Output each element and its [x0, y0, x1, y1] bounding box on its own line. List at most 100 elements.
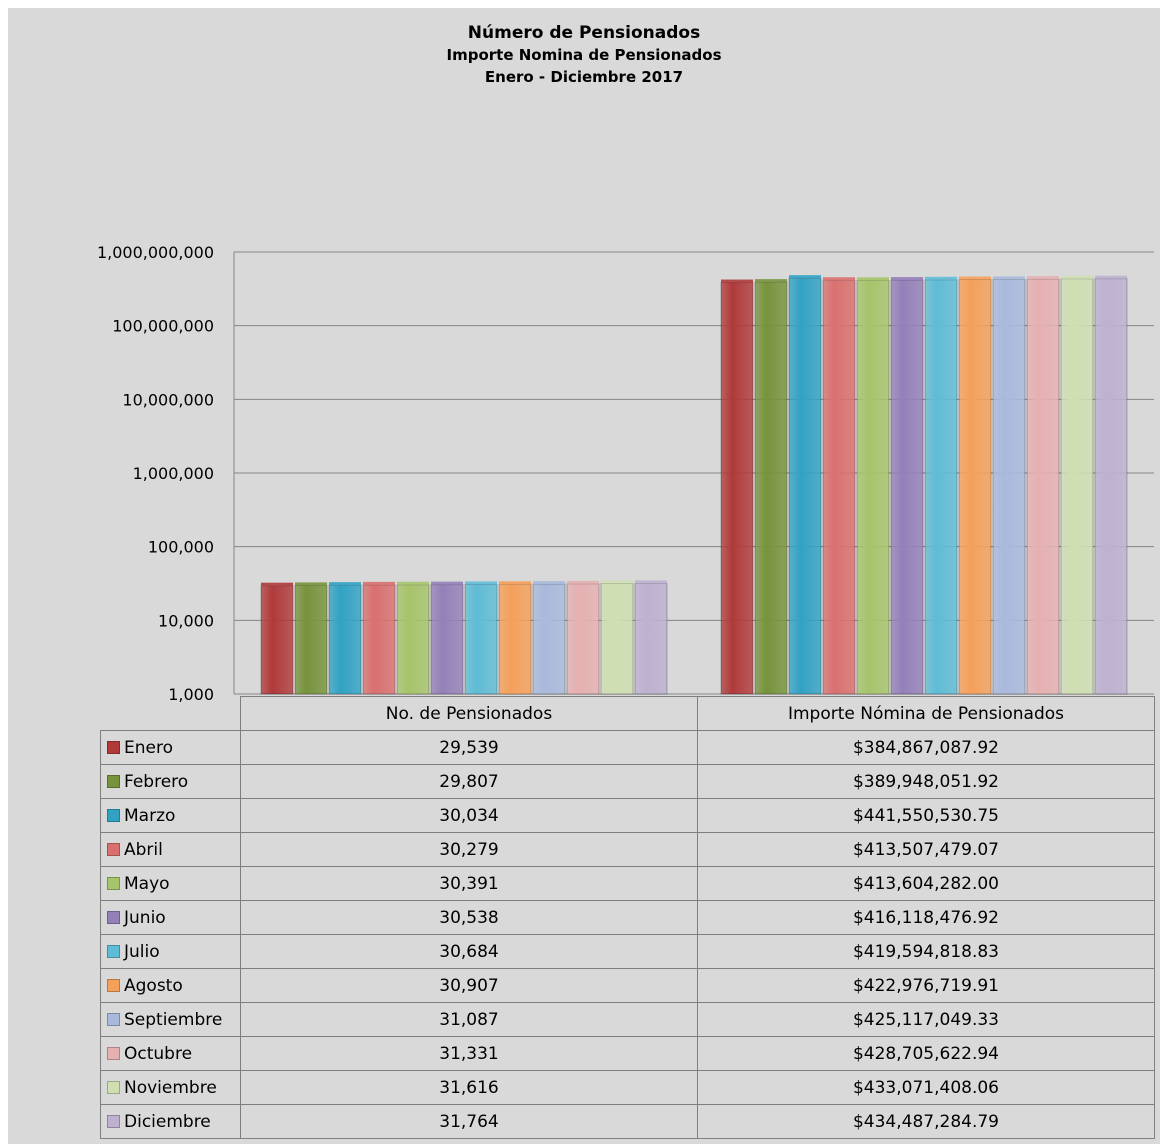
- legend-entry: Noviembre: [100, 1070, 241, 1105]
- data-label: $441,550,530.75: [697, 798, 1155, 833]
- bar-top-face: [857, 277, 889, 281]
- category-header: Importe Nómina de Pensionados: [697, 696, 1155, 731]
- legend-swatch: [107, 945, 120, 958]
- bar-junio-0: [430, 584, 464, 695]
- bar-top-face: [1061, 275, 1093, 279]
- legend-label: Octubre: [124, 1043, 193, 1064]
- data-label: 30,684: [240, 934, 698, 969]
- data-label: 31,331: [240, 1036, 698, 1071]
- legend-swatch: [107, 1115, 120, 1128]
- chart-titles: Número de Pensionados Importe Nomina de …: [8, 22, 1160, 88]
- bar-top-face: [635, 580, 667, 584]
- legend-swatch: [107, 775, 120, 788]
- bar-enero-1: [720, 282, 754, 695]
- data-label: 31,087: [240, 1002, 698, 1037]
- bar-mayo-1: [856, 279, 890, 695]
- legend-entry: Agosto: [100, 968, 241, 1003]
- bar-top-face: [499, 581, 531, 585]
- legend-label: Abril: [124, 839, 163, 860]
- legend-swatch: [107, 911, 120, 924]
- bar-top-face: [959, 276, 991, 280]
- bar-top-face: [329, 582, 361, 586]
- legend-entry: Septiembre: [100, 1002, 241, 1037]
- bar-febrero-0: [294, 584, 328, 695]
- legend-entry: Junio: [100, 900, 241, 935]
- bar-octubre-1: [1026, 278, 1060, 695]
- bar-top-face: [363, 581, 395, 585]
- data-label: $413,604,282.00: [697, 866, 1155, 901]
- chart-period: Enero - Diciembre 2017: [484, 68, 684, 86]
- legend-entry: Enero: [100, 730, 241, 765]
- plot-area: 1,000,000,000 100,000,000 10,000,000 1,000,…: [97, 243, 1154, 704]
- bar-julio-0: [464, 583, 498, 695]
- category-header: No. de Pensionados: [240, 696, 698, 731]
- data-label: $434,487,284.79: [697, 1104, 1155, 1139]
- data-label: 29,539: [240, 730, 698, 765]
- legend-entry: Mayo: [100, 866, 241, 901]
- legend-entry: Marzo: [100, 798, 241, 833]
- data-table-corner: [100, 696, 241, 731]
- legend-swatch: [107, 843, 120, 856]
- legend-label: Noviembre: [124, 1077, 217, 1098]
- legend-label: Junio: [124, 907, 166, 928]
- bar-top-face: [397, 581, 429, 585]
- data-label: 30,907: [240, 968, 698, 1003]
- data-label: $389,948,051.92: [697, 764, 1155, 799]
- bar-septiembre-0: [532, 583, 566, 695]
- legend-label: Mayo: [124, 873, 170, 894]
- bar-top-face: [1027, 276, 1059, 280]
- table-row: Abril 30,279 $413,507,479.07: [100, 832, 1155, 867]
- legend-swatch: [107, 741, 120, 754]
- legend-swatch: [107, 1081, 120, 1094]
- y-tick-label: 100,000: [148, 538, 214, 557]
- chart-area: Número de Pensionados Importe Nomina de …: [8, 8, 1160, 1144]
- bar-noviembre-1: [1060, 278, 1094, 695]
- bar-enero-0: [260, 585, 294, 695]
- table-row: Agosto 30,907 $422,976,719.91: [100, 968, 1155, 1003]
- bar-top-face: [993, 276, 1025, 280]
- bar-top-face: [721, 279, 753, 283]
- chart-title: Número de Pensionados: [467, 23, 701, 43]
- table-row: Junio 30,538 $416,118,476.92: [100, 900, 1155, 935]
- data-label: $425,117,049.33: [697, 1002, 1155, 1037]
- y-tick-label: 100,000,000: [112, 317, 214, 336]
- y-tick-label: 1,000,000,000: [97, 243, 214, 262]
- bar-julio-1: [924, 279, 958, 695]
- legend-label: Febrero: [124, 771, 189, 792]
- y-tick-label: 10,000: [158, 611, 214, 630]
- table-row: Marzo 30,034 $441,550,530.75: [100, 798, 1155, 833]
- legend-entry: Octubre: [100, 1036, 241, 1071]
- data-label: $413,507,479.07: [697, 832, 1155, 867]
- data-table-header-row: No. de Pensionados Importe Nómina de Pen…: [100, 696, 1155, 731]
- bar-abril-1: [822, 279, 856, 695]
- y-tick-label: 10,000,000: [122, 390, 214, 409]
- bar-top-face: [431, 581, 463, 585]
- legend-swatch: [107, 1047, 120, 1060]
- bar-top-face: [1095, 275, 1127, 279]
- legend-swatch: [107, 1013, 120, 1026]
- bar-top-face: [823, 277, 855, 281]
- data-label: $422,976,719.91: [697, 968, 1155, 1003]
- bar-diciembre-0: [634, 582, 668, 695]
- data-label: 30,279: [240, 832, 698, 867]
- legend-swatch: [107, 877, 120, 890]
- bar-top-face: [601, 580, 633, 584]
- data-table: No. de Pensionados Importe Nómina de Pen…: [100, 696, 1155, 1139]
- bar-septiembre-1: [992, 278, 1026, 695]
- bar-top-face: [533, 581, 565, 585]
- chart-subtitle: Importe Nomina de Pensionados: [446, 46, 722, 64]
- bar-top-face: [925, 276, 957, 280]
- legend-entry: Abril: [100, 832, 241, 867]
- bar-mayo-0: [396, 584, 430, 695]
- table-row: Mayo 30,391 $413,604,282.00: [100, 866, 1155, 901]
- data-label: $416,118,476.92: [697, 900, 1155, 935]
- table-row: Octubre 31,331 $428,705,622.94: [100, 1036, 1155, 1071]
- legend-label: Septiembre: [124, 1009, 223, 1030]
- data-label: 31,616: [240, 1070, 698, 1105]
- data-label: 30,391: [240, 866, 698, 901]
- legend-entry: Diciembre: [100, 1104, 241, 1139]
- bar-febrero-1: [754, 281, 788, 695]
- bar-top-face: [567, 580, 599, 584]
- table-row: Noviembre 31,616 $433,071,408.06: [100, 1070, 1155, 1105]
- bar-marzo-1: [788, 277, 822, 695]
